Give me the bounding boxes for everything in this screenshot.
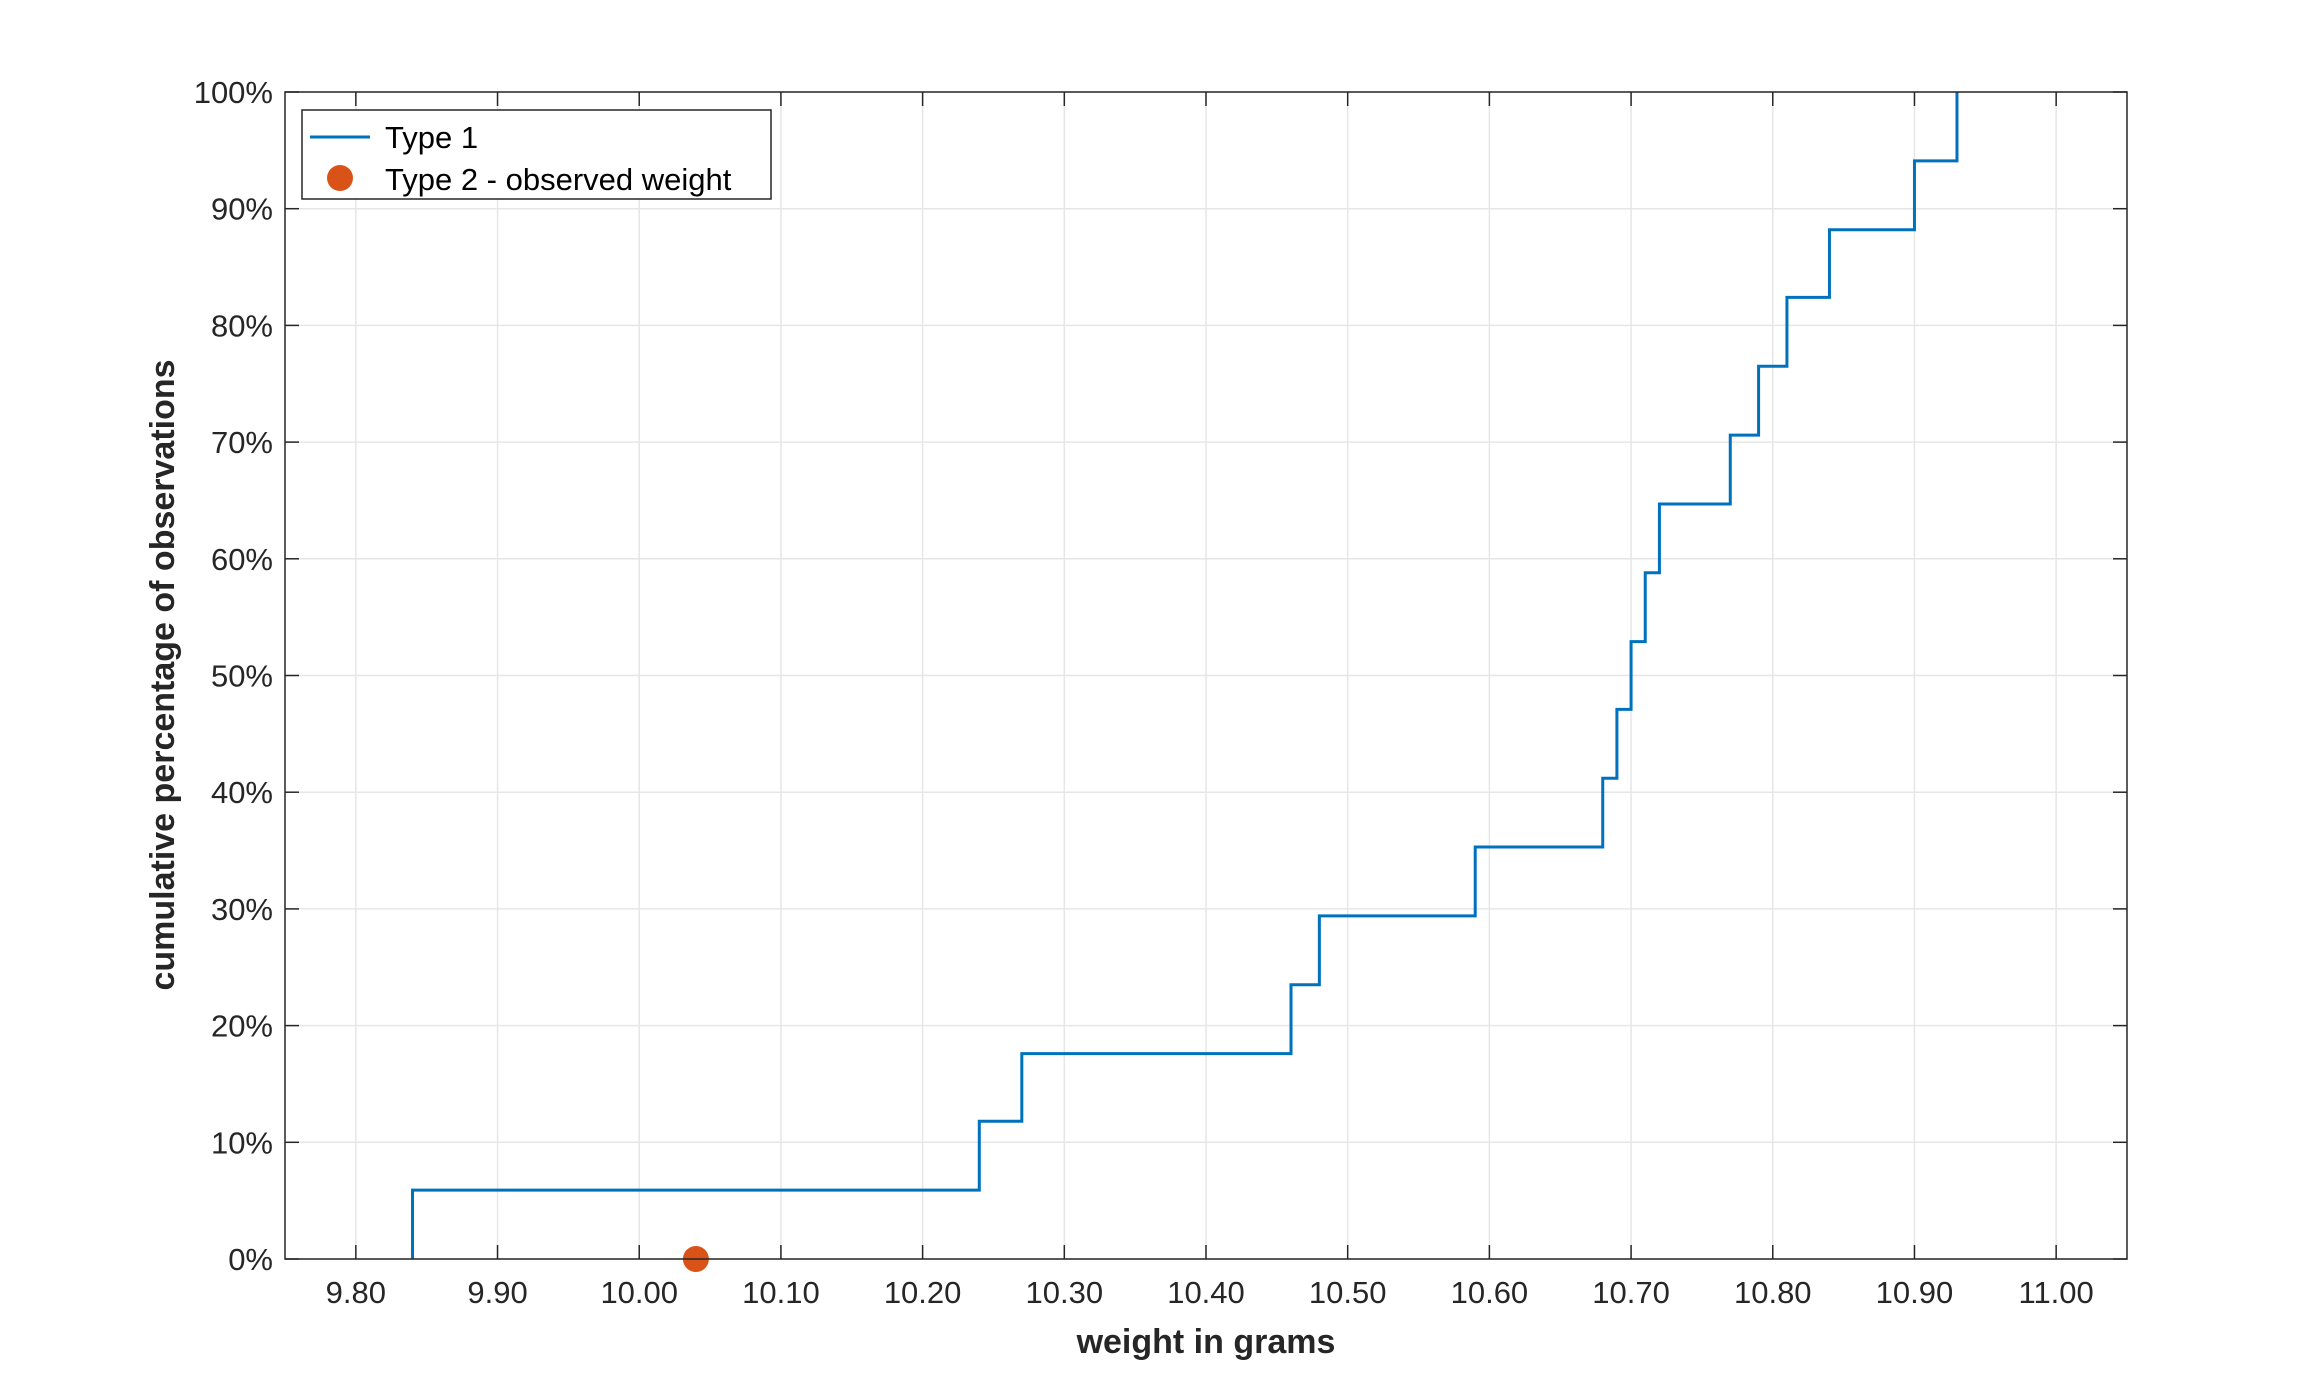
y-tick-label: 50% bbox=[211, 659, 273, 694]
y-tick-label: 0% bbox=[228, 1242, 273, 1277]
y-tick-label: 70% bbox=[211, 425, 273, 460]
x-tick-label: 9.80 bbox=[326, 1275, 386, 1310]
legend-label-type-2: Type 2 - observed weight bbox=[385, 162, 732, 197]
x-tick-label: 10.90 bbox=[1876, 1275, 1954, 1310]
x-axis-title: weight in grams bbox=[1076, 1323, 1336, 1361]
x-tick-label: 10.60 bbox=[1451, 1275, 1529, 1310]
legend: Type 1 Type 2 - observed weight bbox=[301, 109, 772, 200]
legend-label-type-1: Type 1 bbox=[385, 120, 478, 155]
x-tick-label: 9.90 bbox=[467, 1275, 527, 1310]
tick-labels: 9.80 9.90 10.00 10.10 10.20 10.30 10.40 10.50 10… bbox=[194, 75, 2094, 1310]
x-tick-label: 11.00 bbox=[2019, 1275, 2094, 1310]
y-tick-label: 20% bbox=[211, 1009, 273, 1044]
y-tick-label: 90% bbox=[211, 192, 273, 227]
y-tick-label: 10% bbox=[211, 1125, 273, 1160]
legend-swatch-type-2 bbox=[327, 165, 353, 191]
axis-ticks bbox=[285, 91, 2127, 1260]
plot-area bbox=[411, 92, 1959, 1272]
x-tick-label: 10.00 bbox=[600, 1275, 678, 1310]
x-tick-label: 10.50 bbox=[1309, 1275, 1387, 1310]
x-tick-label: 10.10 bbox=[742, 1275, 820, 1310]
y-tick-label: 30% bbox=[211, 892, 273, 927]
x-tick-label: 10.70 bbox=[1592, 1275, 1670, 1310]
legend-box bbox=[301, 109, 772, 200]
y-tick-label: 60% bbox=[211, 542, 273, 577]
x-tick-label: 10.80 bbox=[1734, 1275, 1812, 1310]
y-axis-title: cumulative percentage of observations bbox=[144, 359, 182, 990]
y-tick-label: 40% bbox=[211, 775, 273, 810]
y-tick-label: 100% bbox=[194, 75, 273, 110]
x-tick-label: 10.20 bbox=[884, 1275, 962, 1310]
grid bbox=[285, 91, 2127, 1260]
series-line-type-1 bbox=[411, 92, 1959, 1259]
x-tick-label: 10.40 bbox=[1167, 1275, 1245, 1310]
x-tick-label: 10.30 bbox=[1026, 1275, 1104, 1310]
y-tick-label: 80% bbox=[211, 308, 273, 343]
